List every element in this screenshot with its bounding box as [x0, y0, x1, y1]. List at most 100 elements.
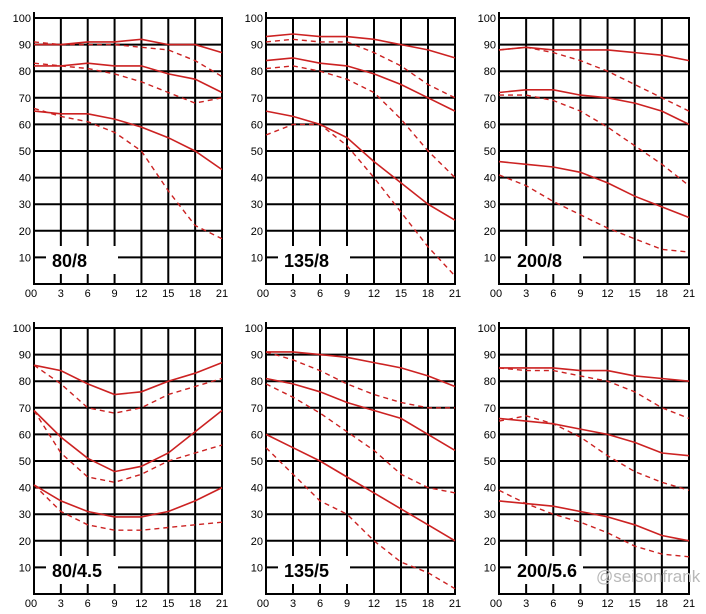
- y-tick-label: 0: [490, 598, 496, 610]
- chart-panel: 0 3 6 9 12 15 18 21 10 20 30 40 50 60 70 80 90 100 0 135/8: [245, 12, 461, 300]
- x-tick-label: 15: [629, 288, 641, 300]
- plot-frame: [265, 17, 456, 285]
- watermark-text: @seisonfrank: [596, 567, 701, 586]
- y-tick-label: 20: [19, 536, 31, 548]
- series-line-dashed: [498, 174, 690, 253]
- x-tick-label: 9: [112, 598, 118, 610]
- x-tick-label: 6: [550, 598, 556, 610]
- panel-label-background: [46, 246, 118, 274]
- x-tick-label: 9: [344, 288, 350, 300]
- y-tick-label: 30: [251, 199, 263, 211]
- plot-frame: [33, 17, 223, 285]
- series-line-solid: [265, 110, 456, 221]
- y-tick-label: 10: [251, 252, 263, 264]
- series-line-dashed: [498, 415, 690, 491]
- x-tick-label: 0: [263, 598, 269, 610]
- x-tick-label: 12: [368, 288, 380, 300]
- series-line-dashed: [33, 107, 223, 240]
- x-tick-label: 6: [550, 288, 556, 300]
- series-line-solid: [33, 484, 223, 518]
- y-tick-label: 100: [478, 323, 496, 335]
- x-tick-label: 0: [31, 598, 37, 610]
- panel-label: 80/4.5: [52, 561, 102, 581]
- y-tick-label: 0: [25, 288, 31, 300]
- panel-label: 200/8: [517, 251, 562, 271]
- y-tick-label: 40: [19, 483, 31, 495]
- x-tick-label: 6: [317, 598, 323, 610]
- y-tick-label: 10: [19, 252, 31, 264]
- panel-label: 135/8: [284, 251, 329, 271]
- panel-label-background: [511, 246, 583, 274]
- x-tick-label: 18: [656, 598, 668, 610]
- series-line-dashed: [498, 46, 690, 112]
- y-tick-label: 50: [484, 456, 496, 468]
- series-line-dashed: [33, 62, 223, 104]
- x-tick-label: 3: [290, 288, 296, 300]
- x-tick-label: 18: [422, 288, 434, 300]
- y-tick-label: 30: [251, 509, 263, 521]
- series-line-dashed: [265, 447, 456, 590]
- y-tick-label: 100: [245, 323, 263, 335]
- y-tick-label: 50: [484, 146, 496, 158]
- y-tick-label: 10: [484, 252, 496, 264]
- x-tick-label: 21: [683, 288, 695, 300]
- x-tick-label: 21: [449, 288, 461, 300]
- y-tick-label: 100: [13, 13, 31, 25]
- x-tick-label: 15: [629, 598, 641, 610]
- y-tick-label: 40: [19, 173, 31, 185]
- y-tick-label: 20: [251, 226, 263, 238]
- x-tick-label: 9: [112, 288, 118, 300]
- y-tick-label: 10: [19, 562, 31, 574]
- y-tick-label: 50: [19, 456, 31, 468]
- series-line-dashed: [498, 367, 690, 420]
- panel-label: 80/8: [52, 251, 87, 271]
- x-tick-label: 21: [216, 288, 228, 300]
- series-line-solid: [265, 33, 456, 59]
- x-tick-label: 9: [577, 288, 583, 300]
- x-tick-label: 21: [449, 598, 461, 610]
- series-line-solid: [266, 351, 456, 388]
- y-tick-label: 0: [490, 288, 496, 300]
- y-tick-label: 50: [251, 146, 263, 158]
- series-line-solid: [265, 377, 456, 452]
- x-tick-label: 15: [162, 598, 174, 610]
- y-tick-label: 80: [484, 66, 496, 78]
- series-line-dashed: [33, 484, 223, 531]
- y-tick-label: 70: [484, 93, 496, 105]
- y-tick-label: 70: [251, 403, 263, 415]
- series-line-dashed: [265, 383, 456, 494]
- x-tick-label: 6: [85, 288, 91, 300]
- x-tick-label: 12: [368, 598, 380, 610]
- x-tick-label: 12: [601, 288, 613, 300]
- y-tick-label: 80: [251, 376, 263, 388]
- series-line-solid: [33, 409, 223, 473]
- y-tick-label: 10: [251, 562, 263, 574]
- y-tick-label: 30: [19, 199, 31, 211]
- y-tick-label: 90: [19, 40, 31, 52]
- x-tick-label: 21: [216, 598, 228, 610]
- x-tick-label: 21: [683, 598, 695, 610]
- series-line-solid: [498, 160, 690, 219]
- y-tick-label: 60: [251, 119, 263, 131]
- series-line-solid: [498, 500, 690, 542]
- chart-panel: 0 3 6 9 12 15 18 21 10 20 30 40 50 60 70 80 90 100 0 80/8: [13, 12, 228, 300]
- y-tick-label: 90: [484, 350, 496, 362]
- series-line-dashed: [265, 123, 456, 277]
- x-tick-label: 6: [317, 288, 323, 300]
- y-tick-label: 20: [484, 536, 496, 548]
- panel-label-background: [278, 556, 350, 584]
- y-tick-label: 70: [19, 403, 31, 415]
- series-line-dashed: [33, 410, 223, 484]
- x-tick-label: 9: [344, 598, 350, 610]
- plot-frame: [265, 327, 456, 595]
- series-line-dashed: [499, 94, 690, 187]
- y-tick-label: 80: [484, 376, 496, 388]
- x-tick-label: 0: [496, 598, 502, 610]
- y-tick-label: 70: [484, 403, 496, 415]
- y-tick-label: 50: [19, 146, 31, 158]
- x-tick-label: 3: [523, 288, 529, 300]
- series-line-solid: [33, 110, 223, 171]
- y-tick-label: 50: [251, 456, 263, 468]
- x-tick-label: 18: [422, 598, 434, 610]
